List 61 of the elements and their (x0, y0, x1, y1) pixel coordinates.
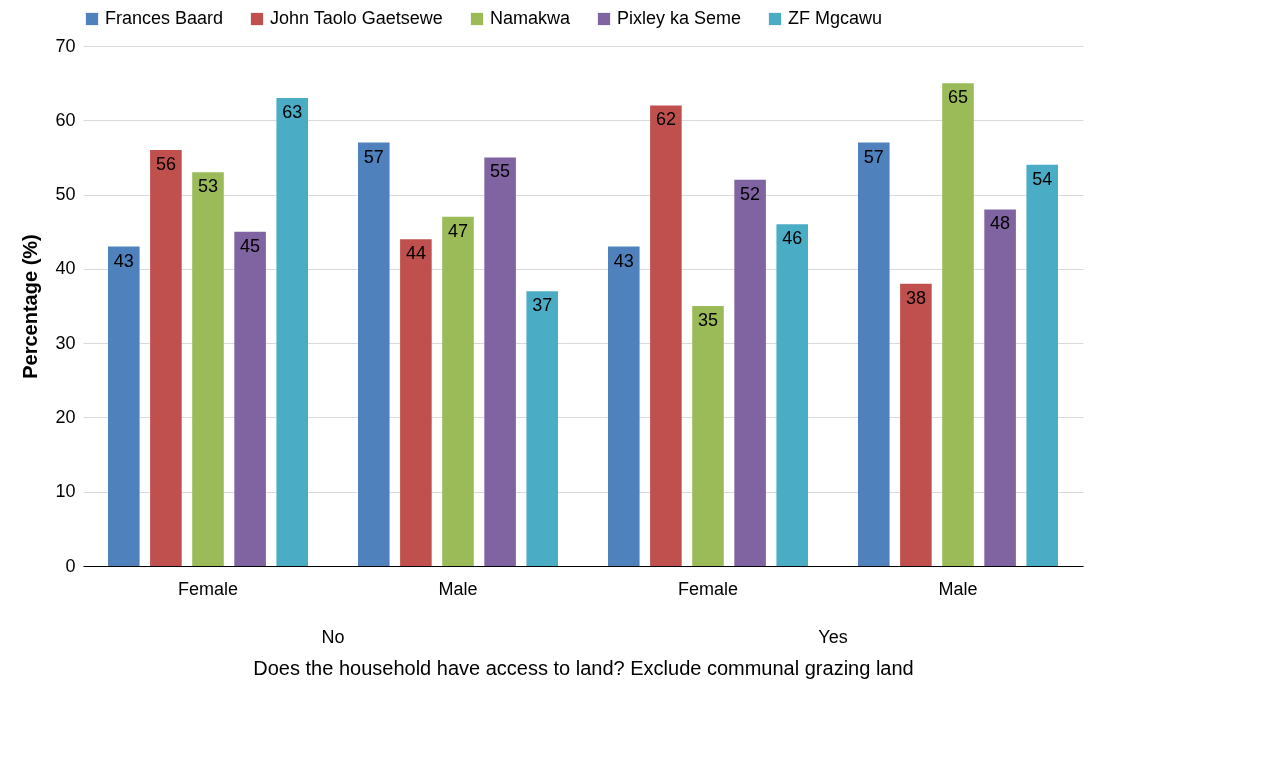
bar (692, 306, 724, 566)
data-label: 54 (1032, 168, 1053, 189)
data-label: 56 (155, 154, 176, 174)
data-label: 57 (363, 146, 384, 167)
data-label: 35 (697, 310, 719, 330)
bar (484, 157, 516, 566)
data-label: 45 (240, 235, 261, 256)
bar (108, 246, 140, 566)
x-tick-label: Female (677, 578, 739, 599)
y-tick-label: 10 (55, 481, 76, 502)
bar (526, 291, 558, 566)
bar (734, 179, 766, 566)
bar (442, 216, 474, 566)
data-label: 53 (197, 176, 219, 197)
x-tick-label: Female (177, 578, 239, 599)
legend-label: John Taolo Gaetsewe (270, 8, 443, 28)
legend-label: Frances Baard (105, 8, 224, 28)
data-label: 57 (863, 146, 884, 167)
data-label: 52 (740, 183, 761, 204)
bar (358, 142, 390, 566)
y-tick-label: 60 (55, 109, 76, 130)
y-tick-label: 20 (55, 406, 76, 427)
data-label: 43 (613, 250, 634, 271)
y-tick-label: 40 (55, 258, 76, 279)
y-tick-label: 30 (55, 332, 76, 353)
y-axis-title: Percentage (%) (19, 234, 42, 379)
y-tick-label: 70 (55, 35, 76, 56)
legend-label: Pixley ka Seme (617, 8, 742, 28)
x-axis-title: Does the household have access to land? Exclude communal grazing land (253, 656, 914, 679)
data-label: 65 (947, 87, 969, 108)
y-tick-label: 50 (55, 184, 76, 205)
y-tick-label: 0 (65, 555, 76, 576)
data-label: 47 (447, 220, 469, 241)
bar (858, 142, 890, 566)
legend-label: Namakwa (490, 8, 572, 28)
bar (984, 209, 1016, 566)
data-label: 63 (282, 102, 303, 122)
legend-label: ZF Mgcawu (788, 8, 883, 28)
data-label: 48 (990, 213, 1011, 234)
bar (900, 283, 932, 566)
x-tick-label: Male (438, 578, 478, 599)
bar (650, 105, 682, 566)
bar (150, 150, 182, 566)
bar (1026, 164, 1058, 566)
bar (400, 239, 432, 566)
text: Yes (818, 627, 848, 647)
data-label: 46 (782, 228, 803, 249)
x-tick-label: Male (938, 578, 978, 599)
data-label: 37 (532, 295, 553, 316)
data-label: 44 (405, 243, 426, 264)
text: No (321, 627, 345, 647)
data-label: 55 (490, 161, 511, 182)
bar (192, 172, 224, 566)
bar (276, 98, 308, 566)
data-label: 43 (113, 250, 134, 271)
bar (608, 246, 640, 566)
data-label: 62 (655, 109, 676, 130)
bar (776, 224, 808, 566)
bar (234, 231, 266, 566)
data-label: 38 (905, 287, 926, 308)
bar (942, 83, 974, 566)
